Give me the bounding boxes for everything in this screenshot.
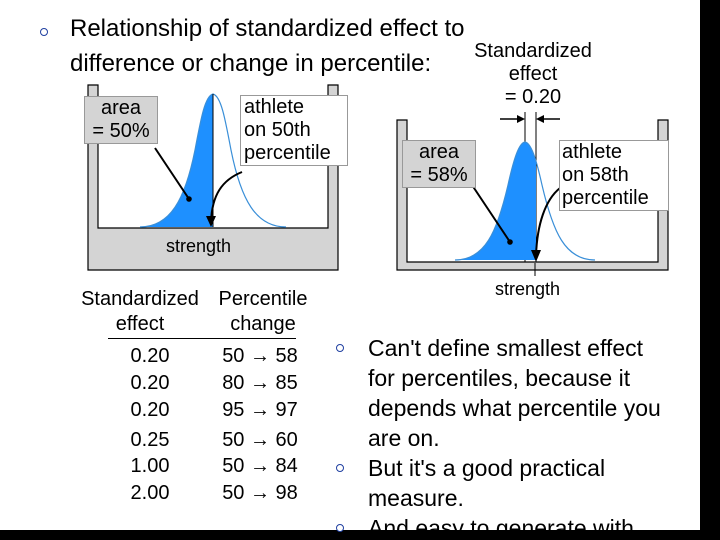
left-area-label-line-1: area xyxy=(100,97,142,119)
right-athlete-label-line-1: athlete xyxy=(562,141,623,163)
right-axis-label: strength xyxy=(495,279,561,299)
left-distribution-figure xyxy=(87,84,339,271)
bullet-1-line-4: are on. xyxy=(368,425,440,451)
right-area-label-box: area = 58% xyxy=(402,140,476,188)
effect-label-line-1: Standardized xyxy=(474,40,592,62)
right-distribution-figure xyxy=(396,112,669,276)
left-area-label-line-2: = 50% xyxy=(92,120,150,142)
left-athlete-label-line-1: athlete xyxy=(244,96,305,118)
table-row-6-change: 50 → 98 xyxy=(222,482,298,504)
right-curve xyxy=(454,141,596,261)
left-axis-label: strength xyxy=(166,236,232,256)
bullet-1-icon xyxy=(336,344,344,352)
table-row-2-effect: 0.20 xyxy=(130,372,170,394)
table-header-percentile: Percentile change xyxy=(198,287,328,337)
right-area-dot xyxy=(507,239,513,245)
table-row-3-change: 95 → 97 xyxy=(222,399,298,421)
left-athlete-label-line-3: percentile xyxy=(244,142,331,164)
effect-arrowhead-left-icon xyxy=(517,115,525,123)
right-area-label-line-1: area xyxy=(418,141,460,163)
effect-label-line-2: effect xyxy=(508,63,558,85)
table-row-4-effect: 0.25 xyxy=(130,429,170,451)
table-header-effect-line-2: effect xyxy=(115,313,165,335)
title-line-1: Relationship of standardized effect to xyxy=(70,15,465,42)
bullet-1-line-2: for percentiles, because it xyxy=(368,365,631,391)
bullet-1-text: Can't define smallest effect for percent… xyxy=(368,333,661,453)
left-athlete-label-box: athlete on 50th percentile xyxy=(240,95,348,166)
effect-label-box: Standardized effect = 0.20 xyxy=(458,40,608,109)
left-area-pointer xyxy=(154,147,190,200)
left-area-label-box: area = 50% xyxy=(84,96,158,144)
right-athlete-arrowhead-icon xyxy=(531,250,541,262)
right-athlete-label-box: athlete on 58th percentile xyxy=(559,140,669,211)
table-header-percentile-line-1: Percentile xyxy=(218,288,308,310)
left-athlete-label-line-2: on 50th xyxy=(244,119,311,141)
right-athlete-label-line-3: percentile xyxy=(562,187,649,209)
left-athlete-arrowhead-icon xyxy=(206,216,216,227)
table-row-6-effect: 2.00 xyxy=(130,482,170,504)
effect-arrowhead-right-icon xyxy=(536,115,544,123)
left-filled-area xyxy=(140,94,213,227)
right-area-label-line-2: = 58% xyxy=(410,164,468,186)
bullet-3-icon xyxy=(336,524,344,532)
bullet-1-line-1: Can't define smallest effect xyxy=(368,335,644,361)
table-header-effect: Standardized effect xyxy=(70,287,210,337)
table-header-percentile-line-2: change xyxy=(230,313,296,335)
table-row-3-effect: 0.20 xyxy=(130,399,170,421)
left-athlete-arrow xyxy=(210,171,243,223)
table-row-2-change: 80 → 85 xyxy=(222,372,298,394)
bullet-3-text: And easy to generate with xyxy=(368,513,634,530)
slide-content: Relationship of standardized effect to d… xyxy=(0,0,700,532)
title-line-2: difference or change in percentile: xyxy=(70,50,432,77)
table-row-5-change: 50 → 84 xyxy=(222,455,298,477)
left-area-dot xyxy=(186,196,192,202)
effect-label-line-3: = 0.20 xyxy=(504,86,562,108)
bullet-2-line-1: But it's a good practical xyxy=(368,455,606,481)
right-athlete-arrow xyxy=(535,187,561,257)
bullet-2-icon xyxy=(336,464,344,472)
table-row-1-effect: 0.20 xyxy=(130,345,170,367)
table-row-1-change: 50 → 58 xyxy=(222,345,298,367)
right-filled-area xyxy=(455,142,536,260)
bullet-2-line-2: measure. xyxy=(368,485,464,511)
right-area-pointer xyxy=(469,181,511,243)
table-row-4-change: 50 → 60 xyxy=(222,429,298,451)
table-header-rule xyxy=(108,338,296,339)
title-bullet-icon xyxy=(40,28,48,36)
table-header-effect-line-1: Standardized xyxy=(81,288,199,310)
bullet-2-text: But it's a good practical measure. xyxy=(368,453,605,513)
bullet-1-line-3: depends what percentile you xyxy=(368,395,661,421)
bullet-3-line-1: And easy to generate with xyxy=(368,515,634,530)
table-row-5-effect: 1.00 xyxy=(130,455,170,477)
right-athlete-label-line-2: on 58th xyxy=(562,164,629,186)
